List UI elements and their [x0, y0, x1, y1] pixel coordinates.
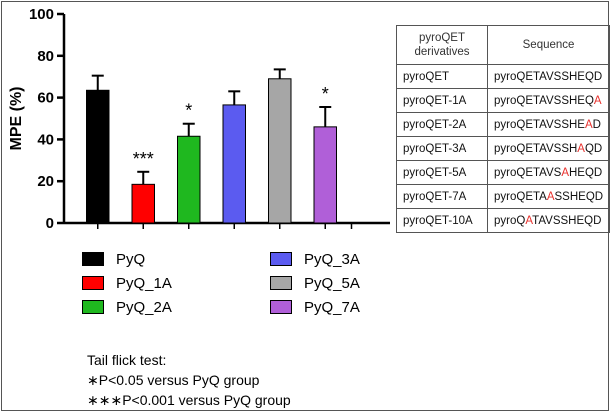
- footnote: Tail flick test: ∗P<0.05 versus PyQ grou…: [87, 350, 291, 410]
- footnote-line-2: ∗∗∗P<0.001 versus PyQ group: [87, 392, 291, 408]
- sequence-text: SSHEQD: [554, 190, 604, 203]
- chart-legend: PyQ PyQ_1A PyQ_2A PyQ_3A PyQ_5A PyQ_7A: [82, 250, 382, 330]
- sequence-cell: pyroQETAVSSHEAD: [486, 112, 611, 137]
- y-tick-label: 20: [37, 173, 54, 190]
- footnote-line-1: ∗P<0.05 versus PyQ group: [87, 372, 260, 388]
- legend-swatch: [82, 252, 104, 266]
- sequence-cell: pyroQETAASSHEQD: [486, 184, 611, 209]
- substituted-residue: A: [577, 142, 585, 155]
- bar: [268, 78, 292, 224]
- sequence-text: pyroQETA: [494, 190, 547, 203]
- y-tick-label: 40: [37, 131, 54, 148]
- footnote-title: Tail flick test:: [87, 352, 167, 368]
- substituted-residue: A: [561, 166, 569, 179]
- legend-item: PyQ: [82, 250, 145, 268]
- legend-label: PyQ_5A: [304, 274, 360, 292]
- legend-item: PyQ_1A: [82, 274, 172, 292]
- y-tick-label: 80: [37, 48, 54, 65]
- table-row: pyroQET pyroQETAVSSHEQD: [396, 64, 611, 89]
- legend-label: PyQ_7A: [304, 298, 360, 316]
- legend-item: PyQ_2A: [82, 298, 172, 316]
- sequence-text: pyroQ: [494, 214, 526, 227]
- sequence-text: D: [592, 118, 601, 131]
- sequence-cell: pyroQETAVSSHEQA: [486, 88, 611, 113]
- sequence-text: QD: [584, 142, 603, 155]
- table-header-derivatives: pyroQET derivatives: [396, 25, 488, 65]
- sequence-text: TAVSSHEQD: [532, 214, 602, 227]
- table-row: pyroQET-1A pyroQETAVSSHEQA: [396, 88, 611, 113]
- derivative-name: pyroQET-1A: [396, 88, 488, 113]
- y-tick-label: 100: [29, 6, 54, 23]
- bar: [222, 104, 246, 224]
- legend-label: PyQ_2A: [116, 298, 172, 316]
- legend-label: PyQ: [116, 250, 146, 268]
- table-row: pyroQET-5A pyroQETAVSAHEQD: [396, 160, 611, 185]
- sequence-cell: pyroQETAVSSHEQD: [486, 64, 611, 89]
- y-tick-label: 60: [37, 90, 54, 107]
- bar: [177, 135, 201, 224]
- bar: [86, 89, 110, 224]
- derivative-name: pyroQET: [396, 64, 488, 89]
- sequence-text: HEQD: [569, 166, 603, 179]
- legend-item: PyQ_3A: [270, 250, 360, 268]
- derivative-name: pyroQET-5A: [396, 160, 488, 185]
- table-header-sequence: Sequence: [486, 25, 611, 65]
- sequence-cell: pyroQETAVSAHEQD: [486, 160, 611, 185]
- legend-swatch: [270, 252, 292, 266]
- legend-label: PyQ_3A: [304, 250, 360, 268]
- table-row: pyroQET-3A pyroQETAVSSHAQD: [396, 136, 611, 161]
- derivative-name: pyroQET-2A: [396, 112, 488, 137]
- derivative-name: pyroQET-3A: [396, 136, 488, 161]
- table-row: pyroQET-7A pyroQETAASSHEQD: [396, 184, 611, 209]
- significance-label: *: [185, 101, 192, 121]
- bar: [131, 183, 155, 224]
- sequence-cell: pyroQATAVSSHEQD: [486, 208, 611, 233]
- significance-label: *: [322, 84, 329, 104]
- table-row: pyroQET-2A pyroQETAVSSHEAD: [396, 112, 611, 137]
- legend-label: PyQ_1A: [116, 274, 172, 292]
- substituted-residue: A: [546, 190, 555, 203]
- sequence-text: pyroQETAVSSHEQ: [494, 94, 594, 107]
- substituted-residue: A: [525, 214, 533, 227]
- table-row: pyroQET-10A pyroQATAVSSHEQD: [396, 208, 611, 233]
- significance-label: ***: [133, 149, 154, 169]
- bar: [313, 126, 337, 224]
- sequence-cell: pyroQETAVSSHAQD: [486, 136, 611, 161]
- substituted-residue: A: [584, 118, 593, 131]
- derivative-name: pyroQET-7A: [396, 184, 488, 209]
- substituted-residue: A: [593, 94, 602, 107]
- y-axis-label: MPE (%): [8, 87, 25, 151]
- sequence-table: pyroQET derivatives Sequence pyroQET pyro…: [396, 25, 611, 233]
- sequence-text: pyroQETAVS: [494, 166, 562, 179]
- legend-swatch: [82, 300, 104, 314]
- sequence-text: pyroQETAVSSH: [494, 142, 578, 155]
- legend-swatch: [82, 276, 104, 290]
- legend-item: PyQ_7A: [270, 298, 360, 316]
- sequence-text: pyroQETAVSSHE: [494, 118, 585, 131]
- derivative-name: pyroQET-10A: [396, 208, 488, 233]
- legend-item: PyQ_5A: [270, 274, 360, 292]
- legend-swatch: [270, 300, 292, 314]
- legend-swatch: [270, 276, 292, 290]
- y-tick-label: 0: [46, 215, 54, 232]
- sequence-text: pyroQETAVSSHEQD: [494, 70, 603, 83]
